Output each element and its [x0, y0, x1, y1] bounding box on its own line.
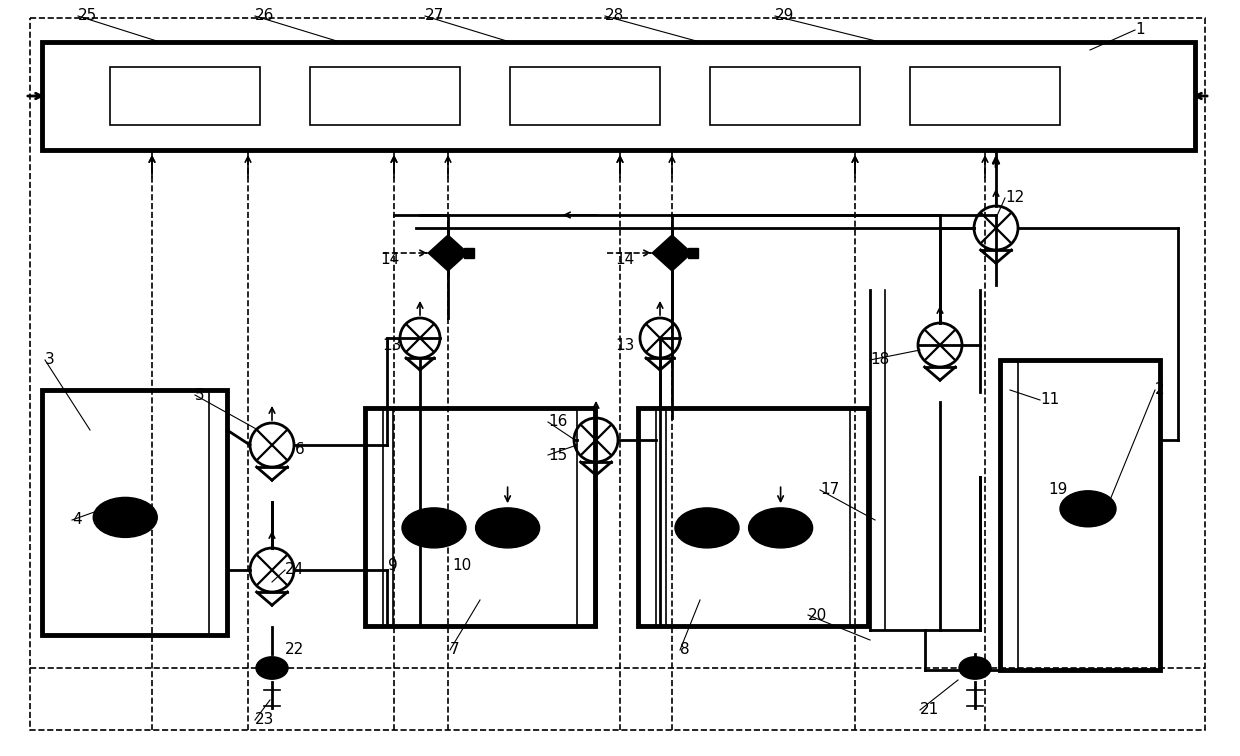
Text: 9: 9: [388, 557, 398, 572]
Text: 25: 25: [78, 8, 97, 23]
Ellipse shape: [476, 508, 539, 548]
Text: 2: 2: [1154, 383, 1164, 398]
Text: 1: 1: [1135, 23, 1145, 38]
Text: 20: 20: [808, 608, 827, 622]
Text: 3: 3: [45, 352, 55, 367]
Bar: [42, 42, 1195, 150]
Text: 15: 15: [548, 448, 567, 463]
Polygon shape: [652, 235, 672, 271]
Text: 14: 14: [615, 253, 634, 268]
Text: 10: 10: [453, 557, 471, 572]
Text: 12: 12: [1004, 191, 1024, 206]
Ellipse shape: [402, 508, 466, 548]
Polygon shape: [672, 235, 692, 271]
Text: 27: 27: [425, 8, 444, 23]
Text: 16: 16: [548, 414, 568, 429]
Bar: [999, 360, 1159, 670]
Text: 18: 18: [870, 352, 889, 367]
Text: 14: 14: [379, 253, 399, 268]
Text: 26: 26: [255, 8, 274, 23]
Text: 6: 6: [295, 442, 305, 457]
Bar: [510, 67, 660, 125]
Text: 7: 7: [450, 643, 460, 658]
Text: 29: 29: [775, 8, 795, 23]
Text: 13: 13: [382, 337, 402, 352]
Bar: [464, 248, 474, 258]
Ellipse shape: [959, 657, 991, 679]
Polygon shape: [428, 235, 448, 271]
Ellipse shape: [1060, 491, 1116, 527]
Bar: [42, 390, 227, 635]
Text: 13: 13: [615, 337, 635, 352]
Bar: [310, 67, 460, 125]
Ellipse shape: [93, 497, 157, 538]
Ellipse shape: [675, 508, 739, 548]
Text: 5: 5: [195, 388, 205, 402]
Text: 17: 17: [820, 482, 839, 497]
Bar: [711, 67, 861, 125]
Text: 21: 21: [920, 702, 939, 717]
Bar: [365, 408, 595, 626]
Polygon shape: [448, 235, 467, 271]
Text: 28: 28: [605, 8, 624, 23]
Bar: [639, 408, 868, 626]
Bar: [688, 248, 698, 258]
Text: 11: 11: [1040, 392, 1059, 407]
Text: 24: 24: [285, 562, 304, 578]
Text: 19: 19: [1048, 482, 1068, 497]
Text: 4: 4: [72, 513, 82, 528]
Bar: [910, 67, 1060, 125]
Text: 8: 8: [680, 643, 689, 658]
Ellipse shape: [749, 508, 812, 548]
Bar: [110, 67, 260, 125]
Ellipse shape: [255, 657, 288, 679]
Text: 22: 22: [285, 643, 304, 658]
Text: 23: 23: [255, 712, 274, 727]
